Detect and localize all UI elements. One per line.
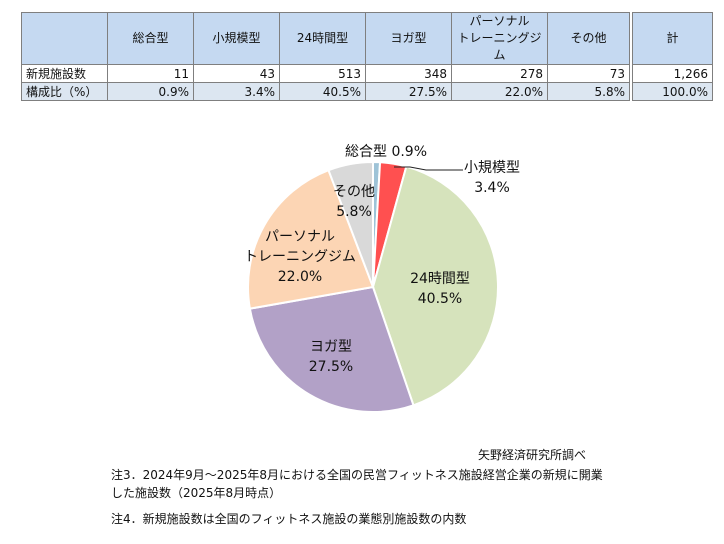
slice-label: 24時間型 40.5% xyxy=(410,271,470,307)
table-cell: 278 xyxy=(451,64,548,83)
table-cell: 0.9% xyxy=(107,82,194,101)
slice-label: 総合型 0.9% xyxy=(345,144,427,160)
header-corner xyxy=(21,12,108,65)
header-cell: その他 xyxy=(547,12,630,65)
slice-label: 小規模型 3.4% xyxy=(464,160,520,196)
note-3: 注3．2024年9月～2025年8月における全国の民営フィットネス施設経営企業の… xyxy=(111,468,603,500)
table-cell: 73 xyxy=(547,64,630,83)
facility-table: 総合型 小規模型 24時間型 ヨガ型 パーソナル トレーニングジム その他 計 … xyxy=(21,12,713,101)
table-header-row: 総合型 小規模型 24時間型 ヨガ型 パーソナル トレーニングジム その他 計 xyxy=(21,12,713,65)
row-label: 新規施設数 xyxy=(21,64,108,83)
table-cell: 27.5% xyxy=(365,82,452,101)
pie-slice xyxy=(247,168,375,310)
row-label: 構成比（%） xyxy=(21,82,108,101)
table-cell: 22.0% xyxy=(451,82,548,101)
pie-chart: 総合型 0.9% 小規模型 3.4% 24時間型 40.5% ヨガ型 27.5% パーソナルト… xyxy=(244,144,520,413)
table-row: 構成比（%） 0.9% 3.4% 40.5% 27.5% 22.0% 5.8% … xyxy=(21,82,713,101)
pie-slice xyxy=(248,285,415,413)
header-cell: 計 xyxy=(632,12,713,65)
pie-slice xyxy=(327,160,374,288)
leader-line xyxy=(394,166,463,171)
slice-label: その他 5.8% xyxy=(333,184,375,220)
table-cell: 40.5% xyxy=(279,82,366,101)
table-cell: 5.8% xyxy=(547,82,630,101)
table-cell: 100.0% xyxy=(632,82,713,101)
table-cell: 43 xyxy=(193,64,280,83)
table-cell: 513 xyxy=(279,64,366,83)
header-cell: 小規模型 xyxy=(193,12,280,65)
slice-label: パーソナルトレーニングジム 22.0% xyxy=(244,229,356,285)
slice-label: ヨガ型 27.5% xyxy=(309,339,353,375)
table-cell: 3.4% xyxy=(193,82,280,101)
note-4: 注4．新規施設数は全国のフィットネス施設の業態別施設数の内数 xyxy=(111,512,467,526)
source-credit: 矢野経済研究所調べ xyxy=(478,448,587,462)
pie-slice xyxy=(371,165,499,407)
